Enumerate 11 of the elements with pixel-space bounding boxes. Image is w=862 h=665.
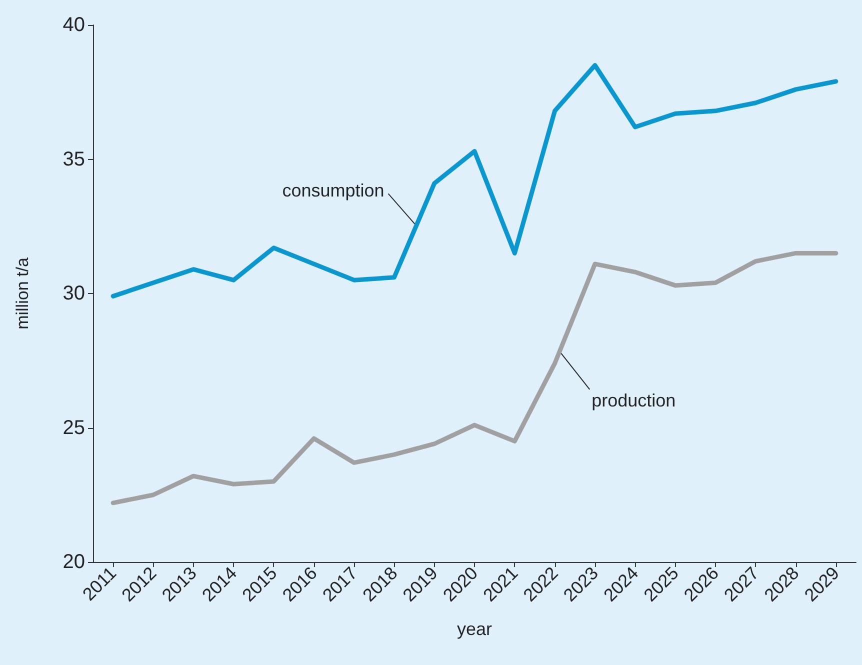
text: consumption [282,180,384,201]
y-tick-label: 20 [62,551,85,573]
y-tick-label: 40 [62,14,85,36]
y-tick-label: 25 [62,416,85,439]
y-tick-label: 35 [62,148,85,170]
text: production [592,390,676,410]
line-series [110,63,838,298]
y-tick-label: 30 [62,282,85,304]
x-axis-title: year [456,619,492,639]
y-axis-title: million t/a [13,257,32,330]
line-series [110,250,838,506]
